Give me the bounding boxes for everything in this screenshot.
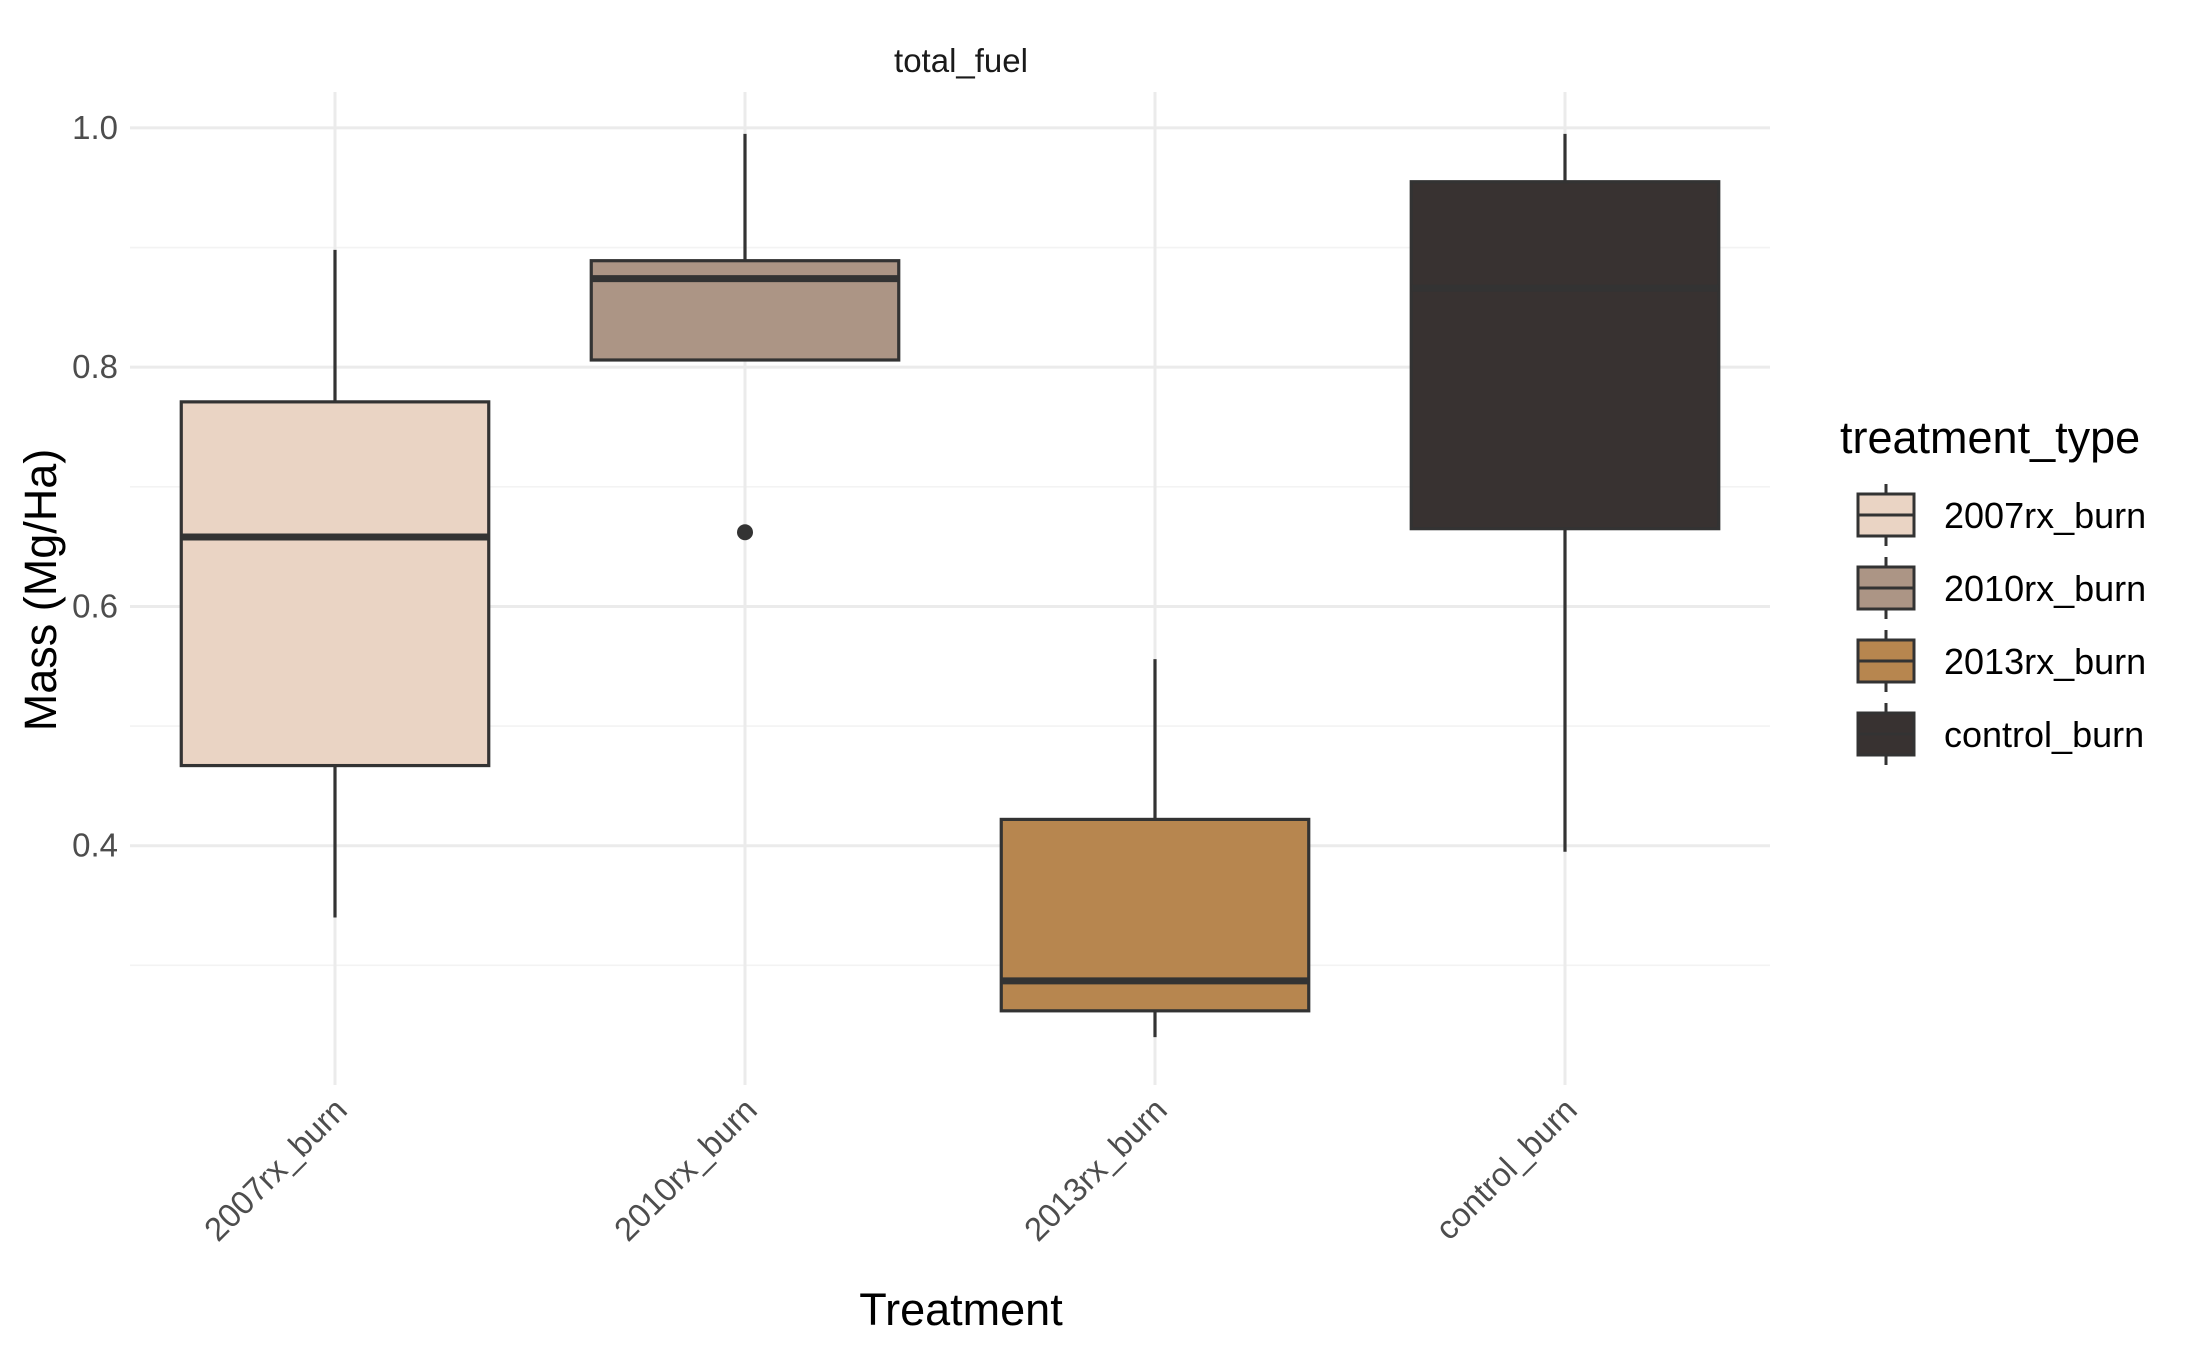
boxplot-2010rx_burn xyxy=(589,133,901,541)
legend-entry-control_burn: control_burn xyxy=(1856,703,2144,765)
x-tick-label: 2013rx_burn xyxy=(1017,1091,1174,1248)
box xyxy=(1409,180,1721,531)
y-tick-label: 0.4 xyxy=(72,827,118,864)
legend-label: 2010rx_burn xyxy=(1944,568,2146,609)
legend-entry-2010rx_burn: 2010rx_burn xyxy=(1856,557,2146,619)
legend-title: treatment_type xyxy=(1840,412,2140,463)
legend: treatment_type 2007rx_burn 2010rx_burn 201… xyxy=(1840,412,2146,765)
y-tick-label: 0.8 xyxy=(72,348,118,385)
boxplot-2013rx_burn xyxy=(999,659,1311,1038)
y-axis-ticks: 0.4 0.6 0.8 1.0 xyxy=(72,109,118,864)
facet-title: total_fuel xyxy=(894,42,1028,79)
x-tick-label: 2010rx_burn xyxy=(607,1091,764,1248)
x-tick-label: 2007rx_burn xyxy=(197,1091,354,1248)
y-tick-label: 0.6 xyxy=(72,587,118,624)
x-tick-label: control_burn xyxy=(1428,1091,1584,1247)
boxes xyxy=(179,133,1721,1038)
legend-entry-2007rx_burn: 2007rx_burn xyxy=(1856,484,2146,546)
boxplot-2007rx_burn xyxy=(179,249,491,918)
x-axis-ticks: 2007rx_burn 2010rx_burn 2013rx_burn control… xyxy=(197,1091,1584,1248)
box xyxy=(179,400,491,768)
legend-label: control_burn xyxy=(1944,714,2144,755)
y-axis-title: Mass (Mg/Ha) xyxy=(15,449,66,732)
x-axis-title: Treatment xyxy=(859,1284,1063,1335)
outlier-point xyxy=(737,524,753,541)
boxplot-control_burn xyxy=(1409,133,1721,852)
legend-label: 2007rx_burn xyxy=(1944,495,2146,536)
y-tick-label: 1.0 xyxy=(72,109,118,146)
legend-label: 2013rx_burn xyxy=(1944,641,2146,682)
legend-entry-2013rx_burn: 2013rx_burn xyxy=(1856,630,2146,692)
